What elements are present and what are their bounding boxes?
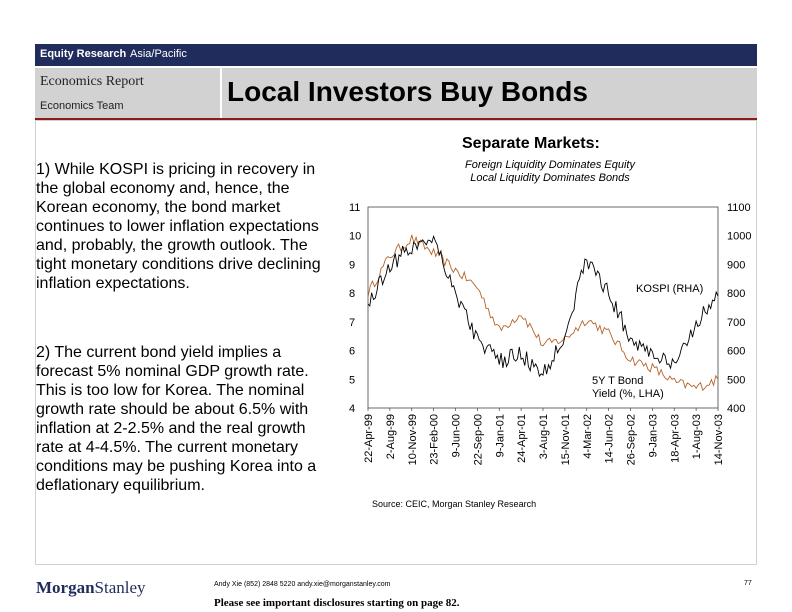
region-label: Asia/Pacific [130,48,187,60]
x-tick-label: 22-Apr-99 [363,414,375,463]
top-bar: Equity Research Asia/Pacific [35,44,757,66]
x-tick-label: 18-Apr-03 [669,414,681,463]
report-header: Economics Report Economics Team Local In… [35,68,757,118]
disclosure-note: Please see important disclosures startin… [214,597,460,609]
x-tick-label: 9-Jun-00 [451,414,463,457]
paragraph-bond-yield: 2) The current bond yield implies a fore… [36,344,317,494]
content-frame [35,120,757,565]
x-tick-label: 14-Jun-02 [604,414,616,464]
left-axis-tick-label: 8 [349,288,355,300]
x-tick-label: 10-Nov-99 [407,414,419,465]
chart-subtitle-line1: Foreign Liquidity Dominates Equity [465,159,635,171]
x-tick-label: 1-Aug-03 [691,414,703,459]
equity-research-label: Equity Research [40,48,127,60]
right-axis-tick-label: 700 [727,317,745,329]
x-tick-label: 9-Jan-03 [647,414,659,457]
page-title: Local Investors Buy Bonds [227,76,588,107]
left-axis-tick-label: 4 [349,403,355,415]
chart-title: Separate Markets: [462,135,600,152]
chart-subtitle-line2: Local Liquidity Dominates Bonds [470,172,630,184]
x-tick-label: 9-Jan-01 [494,414,506,457]
left-axis-tick-label: 6 [349,346,355,358]
x-tick-label: 22-Sep-00 [472,414,484,465]
x-tick-label: 23-Feb-00 [429,414,441,465]
left-axis-tick-label: 7 [349,317,355,329]
chart-subtitle: Foreign Liquidity Dominates Equity Local… [440,159,660,185]
x-tick-label: 14-Nov-03 [713,414,725,465]
team-name: Economics Team [40,100,124,112]
left-axis-tick-label: 11 [349,202,360,214]
left-axis-tick-label: 10 [349,231,361,243]
header-rule [35,118,757,120]
author-contact: Andy Xie (852) 2848 5220 andy.xie@morgan… [214,581,391,588]
right-axis-tick-label: 900 [727,259,745,271]
yield-series-label-line2: Yield (%, LHA) [592,388,664,400]
right-axis-tick-label: 500 [727,374,745,386]
chart-series [367,234,719,392]
kospi-series-label: KOSPI (RHA) [636,283,703,295]
logo-stanley: Stanley [94,578,146,597]
paragraph-kospi: 1) While KOSPI is pricing in recovery in… [36,161,321,292]
report-type: Economics Report [40,74,144,89]
x-tick-label: 4-Mar-02 [582,414,594,459]
chart-axes: 4 5 6 7 8 9 10 11 400 500 600 700 800 900 1000 1100 22-A… [349,202,751,465]
bond-yield-line [367,234,719,392]
chart-source: Source: CEIC, Morgan Stanley Research [372,499,537,509]
kospi-line [367,234,719,378]
x-tick-label: 26-Sep-02 [626,414,638,465]
logo-morgan: Morgan [36,578,95,597]
left-axis-tick-label: 9 [349,259,355,271]
right-axis-tick-label: 600 [727,346,745,358]
yield-series-label-line1: 5Y T Bond [592,375,643,387]
right-axis-tick-label: 800 [727,288,745,300]
right-axis-tick-label: 1100 [727,202,751,214]
morgan-stanley-logo: MorganStanley [36,578,146,598]
left-axis-tick-label: 5 [349,374,355,386]
right-axis-tick-label: 1000 [727,231,751,243]
x-tick-label: 24-Apr-01 [516,414,528,463]
right-axis-tick-label: 400 [727,403,745,415]
page-number: 77 [744,580,752,587]
header-divider [220,68,222,118]
x-tick-label: 15-Nov-01 [560,414,572,465]
x-tick-label: 3-Aug-01 [538,414,550,459]
x-tick-label: 2-Aug-99 [385,414,397,459]
